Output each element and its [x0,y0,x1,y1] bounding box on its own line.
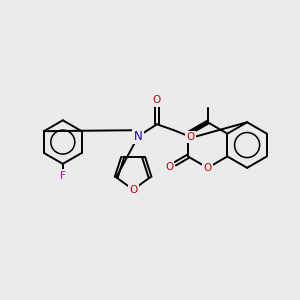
Text: O: O [187,132,195,142]
Text: O: O [165,162,173,172]
Text: F: F [60,171,66,181]
Text: N: N [134,130,142,142]
Text: O: O [203,163,212,173]
Text: O: O [153,95,161,106]
Text: O: O [129,184,137,195]
